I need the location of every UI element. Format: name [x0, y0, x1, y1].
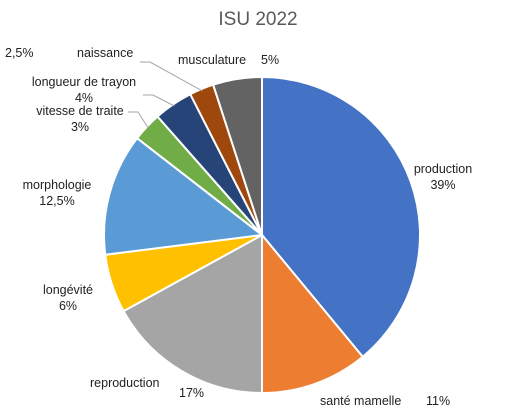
slice-label-value-2: 11%	[426, 394, 450, 408]
slice-label-value-1: 39%	[430, 178, 455, 192]
slice-label-name-1: production	[414, 162, 472, 176]
pie-slices	[103, 75, 421, 395]
pie-slice-2	[261, 232, 365, 395]
slice-label-name-3: reproduction	[90, 376, 160, 390]
slice-label-name-5: morphologie	[23, 178, 92, 192]
slice-label-name-9: musculature	[178, 53, 246, 67]
slice-label-name-6: vitesse de traite	[36, 104, 124, 118]
slice-label-value-4: 6%	[59, 299, 77, 313]
slice-label-value-9: 5%	[261, 53, 279, 67]
pie-slice-9	[211, 75, 263, 236]
slice-label-name-4: longévité	[43, 283, 93, 297]
leader-lines	[128, 61, 203, 129]
pie-slice-5	[103, 136, 265, 256]
leader-line-6	[128, 111, 149, 129]
slice-label-value-8: 2,5%	[5, 46, 34, 60]
slice-label-value-7: 4%	[75, 91, 93, 105]
slice-label-name-2: santé mamelle	[320, 394, 401, 408]
slice-label-value-3: 17%	[179, 386, 204, 400]
slice-label-name-7: longueur de trayon	[32, 75, 136, 89]
slice-labels: production 39% santé mamelle 11% reproductio…	[5, 46, 472, 408]
pie-slice-1	[261, 75, 421, 359]
leader-line-7	[143, 94, 175, 107]
slice-label-value-5: 12,5%	[39, 194, 74, 208]
slice-label-value-6: 3%	[71, 120, 89, 134]
pie-slice-3	[122, 233, 263, 395]
slice-label-name-8: naissance	[77, 46, 133, 60]
chart-title: ISU 2022	[218, 9, 297, 30]
leader-line-8	[140, 61, 203, 92]
